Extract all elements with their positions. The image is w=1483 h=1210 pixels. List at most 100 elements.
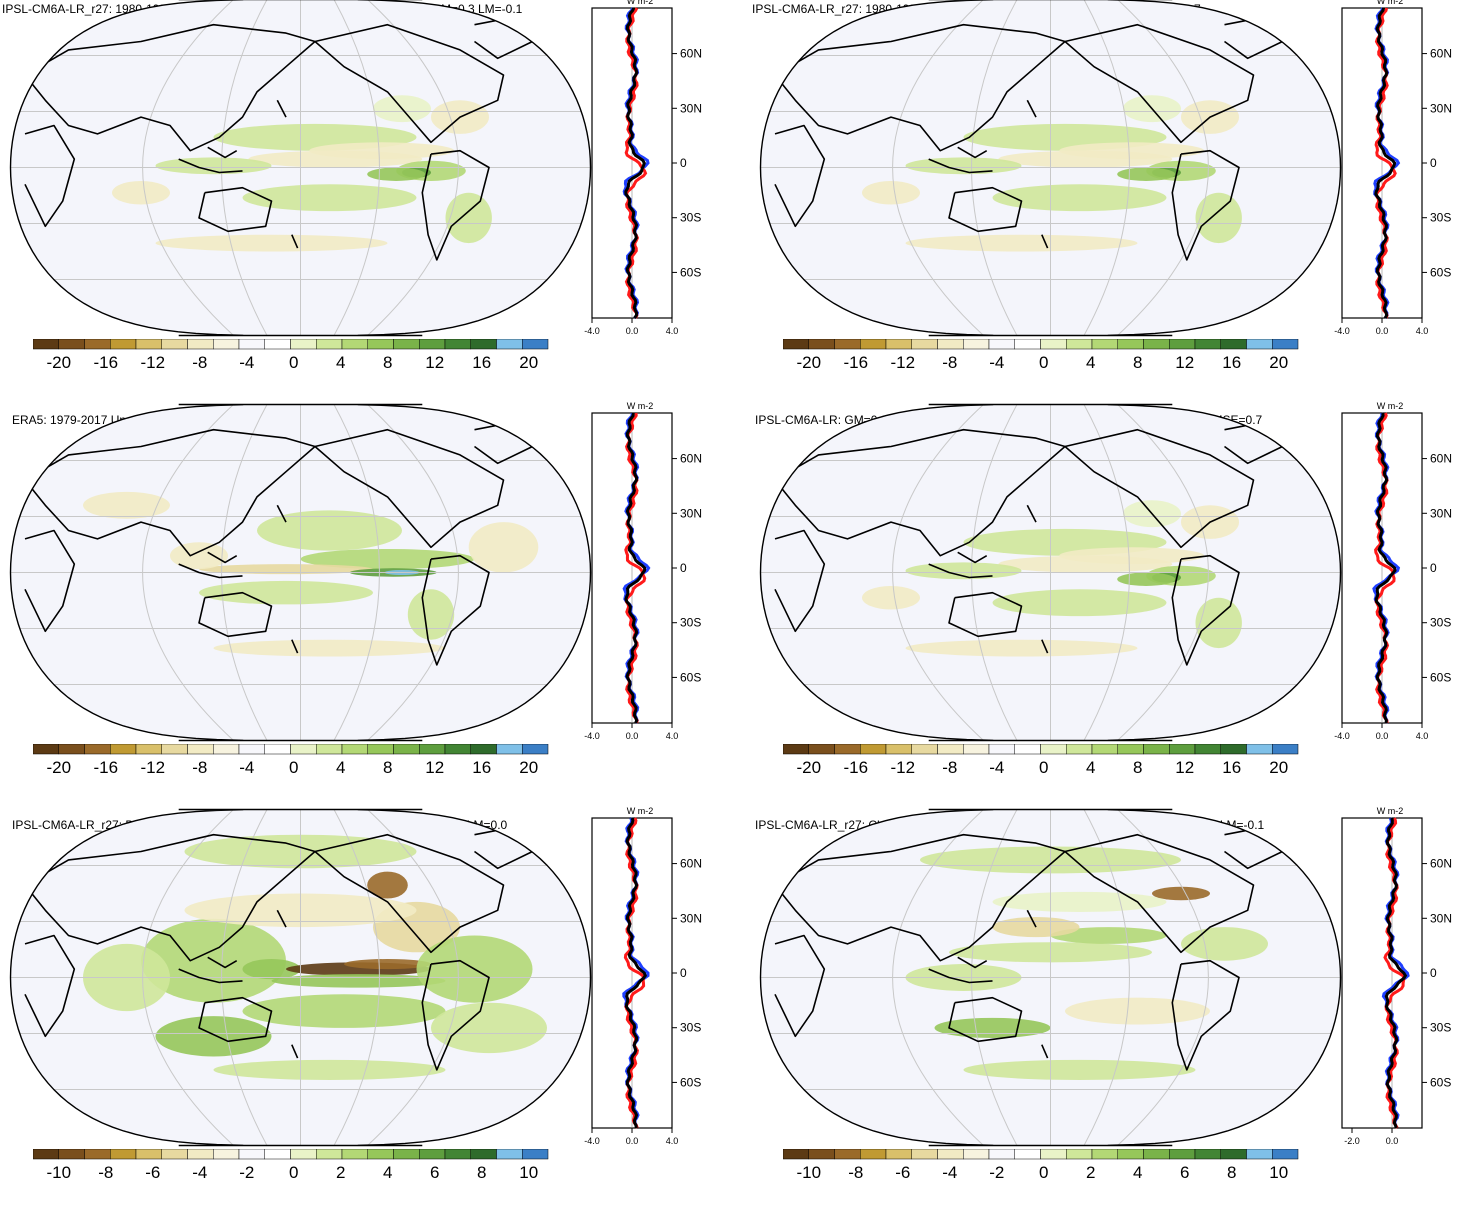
colorbar-tick-label: -12 — [890, 353, 916, 372]
colorbar-swatch — [444, 744, 471, 755]
colorbar-swatch — [341, 1149, 368, 1160]
colorbar — [783, 1149, 1299, 1160]
zonal-x-tick: -4.0 — [584, 326, 600, 336]
colorbar-swatch — [1066, 1149, 1093, 1160]
colorbar-swatch — [1246, 339, 1273, 350]
zonal-lat-tick: 60N — [1430, 47, 1452, 61]
world-map — [9, 0, 592, 337]
zonal-lat-tick: 60N — [1430, 857, 1452, 871]
zonal-lat-tick: 30S — [1430, 1021, 1451, 1035]
colorbar-tick-label: -4 — [239, 758, 255, 777]
colorbar-swatch — [419, 1149, 446, 1160]
colorbar-tick-label: -16 — [93, 758, 119, 777]
colorbar-labels: -20 -16 -12 -8 -4 0 4 8 12 16 20 — [783, 353, 1298, 375]
map-panel: IPSL-CM6A-LR_r27: Change vs IPSL-CM6A-LR… — [750, 806, 1483, 1210]
map-panel: IPSL-CM6A-LR_r27: 1980-1999 : ENSO Tele.… — [0, 0, 733, 400]
colorbar-tick-label: 4 — [1086, 758, 1096, 777]
colorbar-tick-label: 4 — [336, 758, 346, 777]
colorbar-tick-label: -4 — [989, 758, 1005, 777]
zonal-lat-tick: 30S — [680, 1021, 701, 1035]
colorbar-swatch — [58, 339, 85, 350]
colorbar-swatch — [963, 339, 990, 350]
colorbar-swatch — [367, 339, 394, 350]
colorbar-tick-label: 6 — [430, 1163, 440, 1182]
colorbar-swatch — [238, 744, 265, 755]
zonal-lat-tick: 30N — [680, 911, 702, 925]
anomaly-patch — [1195, 597, 1242, 649]
zonal-unit: W m-2 — [627, 0, 654, 6]
colorbar-swatch — [470, 1149, 497, 1160]
colorbar-tick-label: 0 — [1039, 1163, 1049, 1182]
zonal-lat-tick: 0 — [1430, 561, 1437, 575]
zonal-x-tick: 0.0 — [1386, 1136, 1399, 1146]
zonal-lat-tick: 30S — [680, 211, 701, 225]
colorbar-swatch — [341, 339, 368, 350]
zonal-lat-tick: 30N — [680, 506, 702, 520]
colorbar-tick-label: -8 — [98, 1163, 114, 1182]
anomaly-patch — [1117, 167, 1176, 181]
colorbar-swatch — [988, 339, 1015, 350]
zonal-lat-tick: 30N — [1430, 506, 1452, 520]
anomaly-patch — [112, 180, 170, 205]
anomaly-patch — [242, 959, 301, 980]
colorbar-tick-label: 8 — [477, 1163, 487, 1182]
zonal-mean-line — [624, 7, 646, 319]
anomaly-patch — [257, 510, 402, 551]
anomaly-patch — [998, 555, 1173, 573]
zonal-lat-tick: 0 — [680, 966, 687, 980]
zonal-mean-line — [624, 817, 647, 1129]
zonal-x-tick: -4.0 — [584, 1136, 600, 1146]
zonal-lat-tick: 30S — [1430, 616, 1451, 630]
colorbar-swatch — [161, 339, 188, 350]
colorbar-tick-label: -8 — [942, 353, 958, 372]
colorbar-swatch — [58, 744, 85, 755]
colorbar-swatch — [860, 744, 887, 755]
colorbar-swatch — [1117, 339, 1144, 350]
anomaly-patch — [199, 564, 373, 575]
colorbar-tick-label: 0 — [289, 353, 299, 372]
colorbar-labels: -20 -16 -12 -8 -4 0 4 8 12 16 20 — [33, 353, 548, 375]
colorbar-swatch — [911, 339, 938, 350]
colorbar-swatch — [988, 744, 1015, 755]
colorbar-tick-label: 2 — [1086, 1163, 1096, 1182]
colorbar-swatch — [470, 744, 497, 755]
graticule — [10, 809, 591, 1146]
zonal-mean-line — [1374, 7, 1397, 319]
anomaly-patch — [213, 1059, 446, 1080]
colorbar-tick-label: 20 — [1269, 758, 1289, 777]
colorbar-tick-label: -8 — [192, 758, 208, 777]
colorbar-tick-label: 12 — [425, 353, 445, 372]
anomaly-patch — [344, 959, 431, 970]
colorbar-swatch — [834, 1149, 861, 1160]
colorbar-tick-label: 12 — [1175, 353, 1195, 372]
zonal-lat-tick: 30N — [1430, 101, 1452, 115]
anomaly-patch — [862, 585, 920, 610]
colorbar-swatch — [238, 339, 265, 350]
colorbar-tick-label: 8 — [1133, 353, 1143, 372]
colorbar-swatch — [316, 1149, 343, 1160]
world-map — [759, 808, 1342, 1147]
colorbar-swatch — [367, 744, 394, 755]
colorbar-tick-label: -8 — [192, 353, 208, 372]
zonal-mean-plot: 60N 30N 0 30S 60S -2.0 0.0 W m-2 — [1341, 806, 1452, 1146]
colorbar-tick-label: 20 — [519, 353, 539, 372]
colorbar-tick-label: -12 — [890, 758, 916, 777]
colorbar-swatch — [84, 1149, 111, 1160]
colorbar-swatch — [316, 339, 343, 350]
anomaly-patch — [992, 589, 1167, 617]
colorbar-swatch — [367, 1149, 394, 1160]
colorbar-tick-label: -4 — [989, 353, 1005, 372]
colorbar-swatch — [238, 1149, 265, 1160]
colorbar-swatch — [213, 339, 240, 350]
colorbar-swatch — [885, 1149, 912, 1160]
colorbar-swatch — [1014, 744, 1041, 755]
map-border — [759, 808, 1342, 1147]
colorbar-tick-label: 16 — [1222, 353, 1242, 372]
zonal-x-tick: -4.0 — [1334, 731, 1350, 741]
colorbar-swatch — [419, 744, 446, 755]
colorbar-swatch — [1169, 744, 1196, 755]
colorbar-swatch — [58, 1149, 85, 1160]
colorbar-swatch — [110, 339, 137, 350]
anomaly-patch — [998, 150, 1173, 168]
anomaly-patch — [83, 491, 170, 519]
